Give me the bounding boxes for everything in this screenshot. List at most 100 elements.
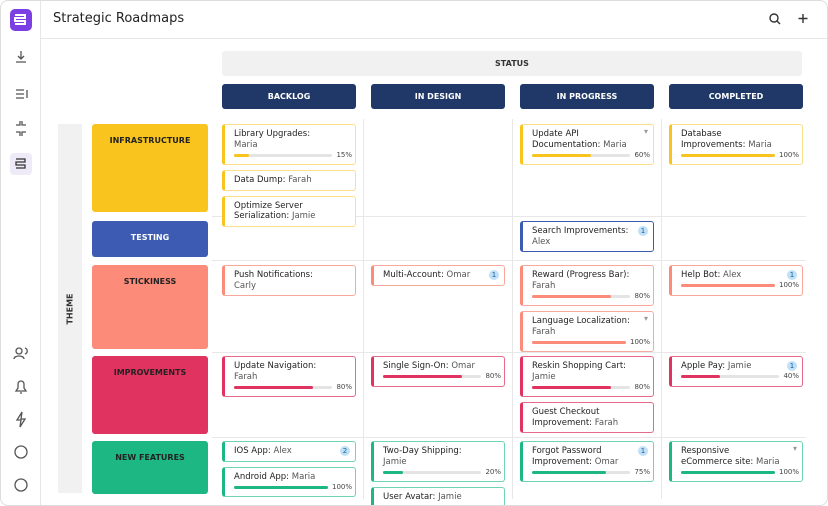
row-divider (212, 437, 806, 438)
page-title: Strategic Roadmaps (53, 11, 184, 26)
progress-label: 100% (779, 280, 799, 291)
card[interactable]: Reward (Progress Bar): Farah80% (520, 265, 654, 306)
progress: 40% (681, 372, 799, 382)
icon-download[interactable] (16, 51, 26, 62)
card-title: Guest Checkout Improvement: (532, 407, 599, 428)
card[interactable]: Update API Documentation: Maria ▾ 60% (520, 124, 654, 165)
card[interactable]: Reskin Shopping Cart: Jamie80% (520, 356, 654, 397)
theme-header: THEME (58, 124, 82, 493)
card-title: Single Sign-On: (383, 361, 449, 371)
cell: Two-Day Shipping: Jamie20% User Avatar: J… (371, 441, 505, 506)
card-title: Push Notifications: (234, 270, 313, 280)
card-owner: Alex (532, 237, 550, 247)
cell: Single Sign-On: Omar80% (371, 356, 505, 387)
card-title: Update Navigation: (234, 361, 316, 371)
card-owner: Maria (292, 472, 316, 482)
column-divider (661, 119, 662, 499)
progress-label: 100% (779, 150, 799, 161)
card[interactable]: Forgot Password Improvement: Omar175% (520, 441, 654, 482)
add-button[interactable] (799, 14, 808, 23)
icon-users[interactable] (16, 348, 22, 354)
card[interactable]: Multi-Account: Omar1 (371, 265, 505, 286)
cell: Multi-Account: Omar1 (371, 265, 505, 286)
card-title: Library Upgrades: (234, 129, 310, 139)
card[interactable]: Single Sign-On: Omar80% (371, 356, 505, 387)
cell: Forgot Password Improvement: Omar175% (520, 441, 654, 482)
progress-track (234, 386, 332, 389)
progress-label: 80% (634, 382, 650, 393)
card-menu[interactable]: ▾ (644, 127, 648, 138)
card[interactable]: Android App: Maria100% (222, 467, 356, 498)
progress-label: 60% (634, 150, 650, 161)
icon-bell[interactable] (16, 381, 26, 393)
progress-fill (532, 154, 591, 157)
card-title: Update API Documentation: (532, 129, 600, 150)
card[interactable]: Help Bot: Alex1100% (669, 265, 803, 296)
progress-fill (234, 386, 313, 389)
card-owner: Alex (723, 270, 741, 280)
card[interactable]: Responsive eCommerce site: Maria▾100% (669, 441, 803, 482)
progress-track (681, 471, 775, 474)
column-divider (363, 119, 364, 499)
cell: Library Upgrades: Maria15% Data Dump: Far… (222, 124, 356, 227)
card-title: Responsive eCommerce site: (681, 446, 753, 467)
card-title: Language Localization: (532, 316, 630, 326)
progress: 100% (234, 482, 352, 492)
progress-fill (681, 471, 775, 474)
cell: Apple Pay: Jamie140% (669, 356, 803, 387)
progress-track (532, 341, 626, 344)
progress: 80% (532, 382, 650, 392)
card[interactable]: Language Localization: Farah▾100% (520, 311, 654, 352)
cell: Update API Documentation: Maria ▾ 60% (520, 124, 654, 165)
card-text: Forgot Password Improvement: Omar (532, 446, 633, 467)
card-owner: Farah (532, 281, 555, 291)
progress-track (681, 284, 775, 287)
card-text: Update API Documentation: Maria (532, 129, 633, 150)
card-menu[interactable]: ▾ (793, 444, 797, 455)
card[interactable]: Library Upgrades: Maria15% (222, 124, 356, 165)
icon-bolt[interactable] (17, 412, 25, 427)
progress: 80% (532, 291, 650, 301)
progress: 80% (234, 382, 352, 392)
card[interactable]: IOS App: Alex2 (222, 441, 356, 462)
row-header: INFRASTRUCTURE (92, 124, 208, 212)
card[interactable]: Database Improvements: Maria100% (669, 124, 803, 165)
card-title: Search Improvements: (532, 226, 628, 236)
cell: Responsive eCommerce site: Maria▾100% (669, 441, 803, 482)
progress-fill (383, 375, 462, 378)
search-button[interactable] (770, 14, 778, 22)
progress: 60% (532, 150, 650, 160)
card-title: User Avatar: (383, 492, 435, 502)
card[interactable]: Search Improvements: Alex1 (520, 221, 654, 252)
progress: 20% (383, 467, 501, 477)
card-title: Forgot Password Improvement: (532, 446, 601, 467)
column-header: BACKLOG (222, 84, 356, 109)
card[interactable]: Data Dump: Farah (222, 170, 356, 191)
card-title: IOS App: (234, 446, 271, 456)
card-owner: Jamie (383, 457, 407, 467)
card-owner: Maria (603, 140, 627, 150)
card-text: Apple Pay: Jamie (681, 361, 782, 372)
progress-track (234, 486, 328, 489)
card-owner: Jamie (292, 211, 316, 221)
card[interactable]: Guest Checkout Improvement: Farah (520, 402, 654, 433)
progress-label: 100% (630, 337, 650, 348)
card[interactable]: Update Navigation: Farah80% (222, 356, 356, 397)
icon-compress[interactable] (16, 121, 26, 136)
card[interactable]: Two-Day Shipping: Jamie20% (371, 441, 505, 482)
progress-track (234, 154, 332, 157)
icon-profile[interactable] (15, 479, 27, 491)
card[interactable]: User Avatar: Jamie (371, 487, 505, 506)
icon-help[interactable] (15, 446, 27, 458)
card[interactable]: Optimize Server Serialization: Jamie (222, 196, 356, 227)
card-text: IOS App: Alex (234, 446, 335, 457)
card-menu[interactable]: ▾ (644, 314, 648, 325)
card[interactable]: Apple Pay: Jamie140% (669, 356, 803, 387)
progress-track (383, 375, 481, 378)
icon-list[interactable] (16, 90, 27, 98)
progress-label: 75% (634, 467, 650, 478)
card-title: Multi-Account: (383, 270, 444, 280)
column-header: IN DESIGN (371, 84, 505, 109)
card[interactable]: Push Notifications: Carly (222, 265, 356, 296)
